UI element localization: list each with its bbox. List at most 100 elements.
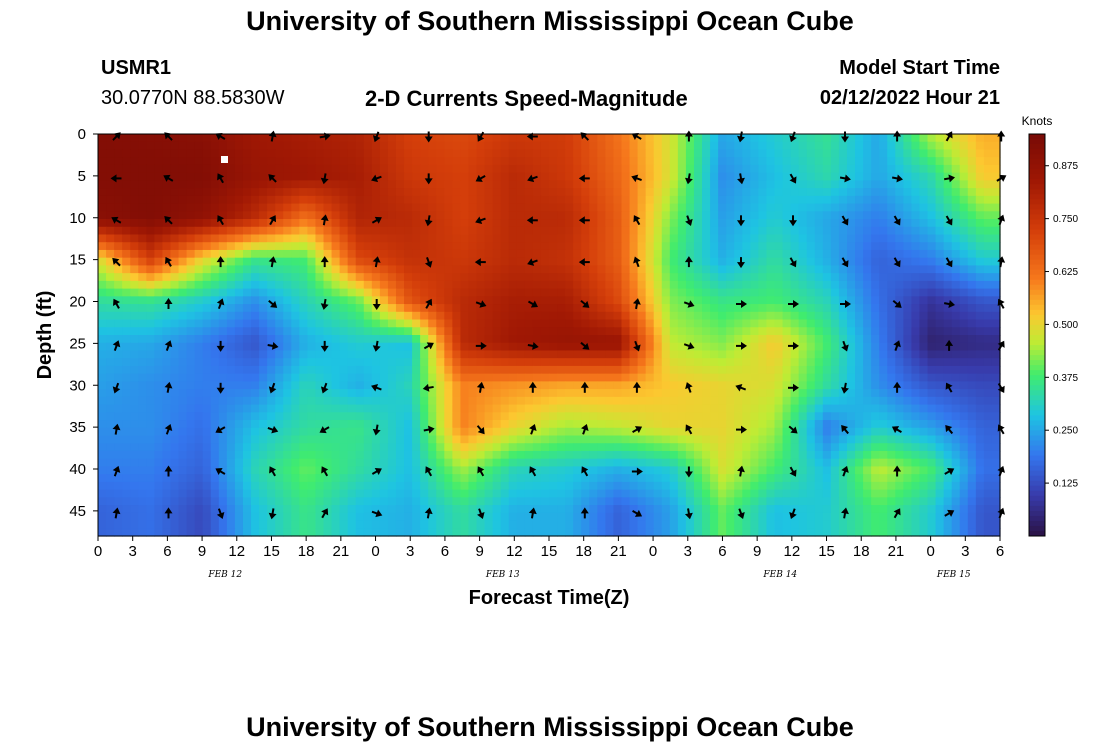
heat-cell (855, 141, 864, 151)
heat-cell (605, 149, 615, 158)
heat-cell (798, 288, 808, 297)
heat-cell (283, 288, 292, 297)
heat-cell (130, 296, 139, 305)
heat-cell (863, 396, 872, 406)
heat-cell (951, 365, 961, 375)
heat-cell (879, 412, 888, 421)
heat-cell (468, 157, 478, 166)
heat-cell (492, 157, 502, 166)
heat-cell (790, 273, 800, 282)
heat-cell (315, 327, 325, 336)
heat-cell (677, 164, 687, 174)
heat-cell (291, 311, 300, 321)
heat-cell (387, 164, 397, 174)
heat-cell (750, 450, 759, 460)
heat-cell (991, 443, 1001, 452)
heat-cell (532, 257, 542, 267)
heat-cell (573, 435, 582, 444)
heat-cell (331, 141, 341, 151)
heat-cell (669, 396, 679, 406)
heat-cell (106, 157, 115, 166)
heat-cell (387, 180, 397, 189)
heat-cell (138, 195, 147, 205)
heat-cell (226, 342, 236, 352)
heat-cell (114, 242, 123, 251)
heat-cell (702, 435, 711, 444)
heat-cell (710, 319, 719, 328)
heat-cell (178, 157, 188, 166)
heat-cell (887, 358, 896, 367)
heat-cell (468, 149, 478, 158)
heat-cell (637, 458, 647, 468)
heat-cell (468, 211, 478, 220)
heat-cell (468, 188, 478, 197)
heat-cell (436, 288, 445, 297)
heat-cell (331, 466, 341, 475)
heat-cell (210, 450, 220, 460)
heat-cell (460, 350, 470, 359)
heat-cell (983, 249, 993, 259)
heat-cell (637, 226, 647, 236)
heat-cell (814, 373, 824, 382)
heat-cell (605, 311, 615, 321)
heat-cell (637, 381, 647, 390)
heat-cell (524, 242, 534, 251)
heat-cell (718, 404, 727, 413)
heat-cell (975, 157, 985, 166)
heat-cell (975, 335, 985, 344)
heat-cell (581, 296, 590, 305)
heat-cell (283, 319, 292, 328)
heat-cell (887, 211, 896, 220)
heat-cell (702, 149, 711, 158)
heat-cell (379, 358, 389, 367)
heat-cell (476, 172, 486, 181)
heat-cell (500, 141, 510, 151)
heat-cell (476, 296, 486, 305)
heat-cell (589, 311, 598, 321)
heat-cell (838, 427, 848, 437)
heat-cell (210, 134, 220, 143)
heat-cell (162, 211, 172, 220)
heat-cell (613, 149, 623, 158)
heat-cell (444, 365, 453, 375)
heat-cell (492, 373, 502, 382)
heat-cell (991, 342, 1001, 352)
heat-cell (871, 311, 880, 321)
heat-cell (299, 412, 308, 421)
heat-cell (983, 420, 993, 429)
heat-cell (532, 242, 542, 251)
heat-cell (863, 435, 872, 444)
heat-cell (597, 319, 606, 328)
heat-cell (210, 288, 220, 297)
heat-cell (404, 304, 413, 313)
heat-cell (210, 164, 220, 174)
heat-cell (887, 242, 896, 251)
heat-cell (895, 288, 904, 297)
heat-cell (259, 404, 268, 413)
heat-cell (540, 134, 550, 143)
heat-cell (532, 420, 542, 429)
heat-cell (589, 219, 598, 228)
heat-cell (645, 234, 655, 243)
heat-cell (210, 427, 220, 437)
heat-cell (589, 149, 598, 158)
heat-cell (613, 242, 623, 251)
heat-cell (395, 134, 405, 143)
heat-cell (154, 389, 164, 398)
heat-cell (766, 412, 776, 421)
heat-cell (895, 188, 904, 197)
heat-cell (275, 458, 284, 468)
heat-cell (726, 249, 735, 259)
heat-cell (234, 203, 244, 212)
heat-cell (194, 203, 204, 212)
heat-cell (259, 265, 268, 274)
heat-cell (162, 412, 172, 421)
heat-cell (573, 257, 582, 267)
heat-cell (170, 304, 180, 313)
heat-cell (718, 435, 727, 444)
heat-cell (822, 226, 832, 236)
heat-cell (420, 265, 429, 274)
heat-cell (154, 134, 164, 143)
heat-cell (492, 242, 502, 251)
heat-cell (726, 180, 735, 189)
